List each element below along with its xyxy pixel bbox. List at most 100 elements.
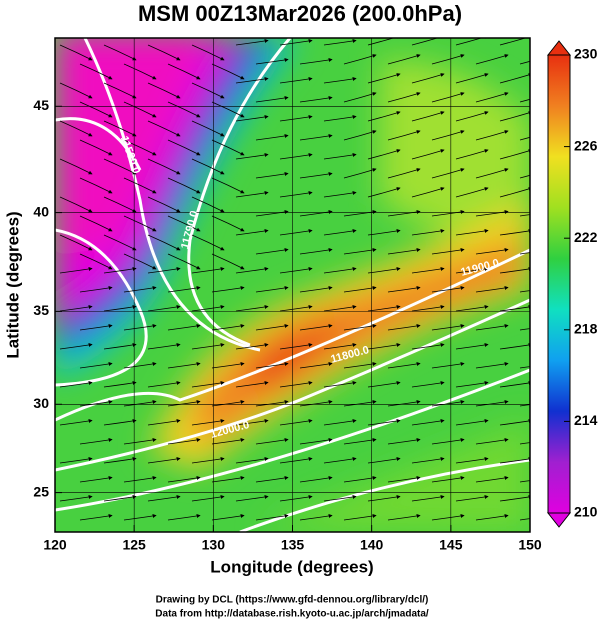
streamline [299, 324, 333, 331]
streamline [455, 149, 489, 160]
streamline [367, 343, 401, 350]
streamline [411, 73, 445, 84]
streamline [211, 63, 245, 80]
streamline [455, 229, 489, 236]
streamline [147, 381, 181, 388]
streamline [235, 419, 269, 426]
streamline [299, 58, 333, 65]
streamline [191, 120, 225, 137]
streamline [147, 267, 181, 274]
streamline [167, 324, 201, 331]
y-tick-label: 30 [33, 395, 49, 411]
streamline [191, 267, 225, 274]
streamline [255, 248, 289, 255]
streamline [255, 362, 289, 369]
colorbar-extend [546, 512, 572, 528]
streamline [387, 514, 421, 521]
streamline [299, 96, 333, 103]
streamline [211, 476, 245, 483]
streamline [235, 153, 269, 160]
streamline [387, 286, 421, 293]
streamline [167, 63, 201, 80]
streamline [167, 177, 201, 194]
streamline [519, 214, 530, 217]
streamline [103, 305, 137, 312]
streamline [123, 324, 157, 331]
streamline [79, 177, 113, 194]
streamline [323, 267, 357, 274]
streamline [147, 457, 181, 464]
streamline [59, 343, 93, 350]
footer-line: Data from http://database.rish.kyoto-u.a… [155, 609, 429, 620]
streamline [147, 343, 181, 350]
colorbar-tick-label: 210 [574, 504, 598, 520]
streamline [59, 196, 93, 213]
streamline [167, 253, 201, 270]
streamline [255, 400, 289, 407]
field [55, 38, 530, 532]
streamline [79, 253, 113, 270]
streamline [79, 400, 113, 407]
streamline [475, 286, 509, 293]
streamline [167, 476, 201, 483]
streamline [475, 248, 509, 255]
x-tick-label: 120 [43, 537, 67, 553]
streamline [343, 362, 377, 369]
streamline [367, 38, 401, 46]
streamline [323, 381, 357, 388]
streamline [475, 438, 509, 445]
streamline [211, 101, 245, 118]
streamline [411, 495, 445, 502]
colorbar-tick-label: 230 [574, 46, 598, 62]
streamline [455, 187, 489, 198]
streamline [79, 476, 113, 483]
streamline [235, 343, 269, 350]
streamline [279, 153, 313, 160]
streamline [431, 92, 465, 103]
streamline [455, 111, 489, 122]
streamline [299, 400, 333, 407]
streamline [455, 343, 489, 350]
streamline [255, 324, 289, 331]
streamline [343, 476, 377, 483]
streamline [147, 158, 181, 175]
streamline [147, 82, 181, 99]
streamline [367, 267, 401, 274]
streamline [103, 120, 137, 137]
streamline [367, 73, 401, 84]
streamline [431, 130, 465, 141]
streamline [387, 130, 421, 141]
streamline [279, 419, 313, 426]
streamline [235, 495, 269, 502]
streamline [123, 286, 157, 293]
streamline [79, 101, 113, 118]
x-tick-label: 135 [281, 537, 305, 553]
streamline [211, 215, 245, 232]
streamline [475, 168, 509, 179]
streamline [59, 381, 93, 388]
streamline [255, 134, 289, 141]
streamline [343, 130, 377, 141]
streamline [59, 305, 93, 312]
streamline [343, 54, 377, 65]
streamline [343, 248, 377, 255]
x-axis-label: Longitude (degrees) [210, 557, 373, 576]
streamline [123, 215, 157, 232]
streamline [235, 305, 269, 312]
streamline [255, 438, 289, 445]
streamline [79, 215, 113, 232]
streamline [519, 60, 530, 65]
colorbar-fill [547, 54, 571, 514]
streamline [191, 343, 225, 350]
streamline [103, 343, 137, 350]
streamline [191, 158, 225, 175]
streamline [323, 191, 357, 198]
streamline [343, 210, 377, 217]
streamline [211, 400, 245, 407]
streamline [79, 63, 113, 80]
streamline [191, 44, 225, 61]
streamline [167, 286, 201, 293]
streamline [211, 177, 245, 194]
x-tick-label: 150 [518, 537, 542, 553]
streamline [299, 476, 333, 483]
